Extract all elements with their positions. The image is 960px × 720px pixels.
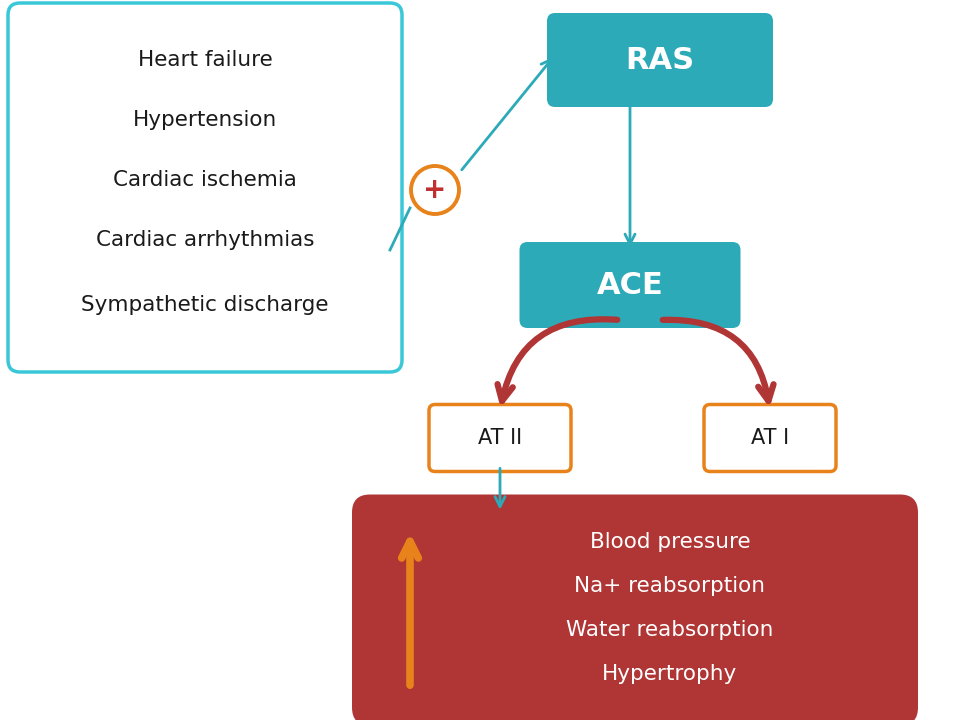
Text: Hypertrophy: Hypertrophy — [602, 664, 737, 684]
Text: Blood pressure: Blood pressure — [589, 532, 751, 552]
Text: +: + — [423, 176, 446, 204]
FancyBboxPatch shape — [704, 405, 836, 472]
Text: AT I: AT I — [751, 428, 789, 448]
Text: Hypertension: Hypertension — [132, 110, 277, 130]
Text: Cardiac arrhythmias: Cardiac arrhythmias — [96, 230, 314, 250]
FancyBboxPatch shape — [429, 405, 571, 472]
Circle shape — [411, 166, 459, 214]
Text: ACE: ACE — [596, 271, 663, 300]
Text: Water reabsorption: Water reabsorption — [566, 620, 774, 640]
Text: RAS: RAS — [625, 45, 695, 74]
FancyBboxPatch shape — [547, 13, 773, 107]
FancyBboxPatch shape — [8, 3, 402, 372]
FancyBboxPatch shape — [352, 495, 918, 720]
Text: AT II: AT II — [478, 428, 522, 448]
FancyBboxPatch shape — [519, 242, 740, 328]
Text: Na+ reabsorption: Na+ reabsorption — [574, 576, 765, 596]
Text: Cardiac ischemia: Cardiac ischemia — [113, 170, 297, 190]
Text: Heart failure: Heart failure — [137, 50, 273, 70]
Text: Sympathetic discharge: Sympathetic discharge — [82, 295, 328, 315]
